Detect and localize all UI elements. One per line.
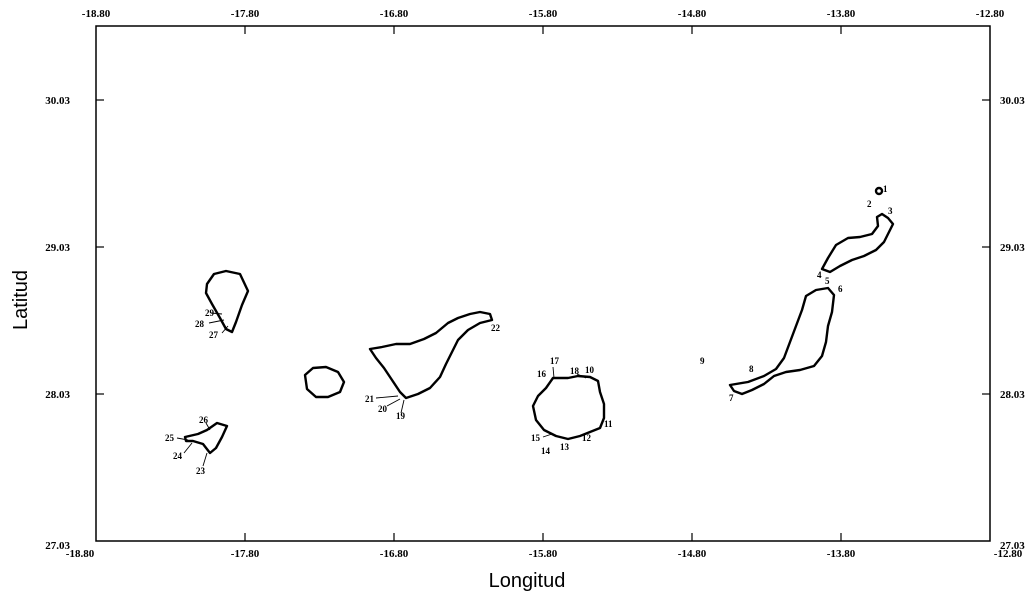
top-tick-label: -13.80 [827, 8, 856, 20]
bottom-tick-label: -16.80 [380, 548, 409, 560]
island-fuerteventura [728, 286, 836, 396]
site-label-1: 1 [883, 184, 888, 194]
site-label-20: 20 [378, 404, 388, 414]
island-el-hierro [183, 421, 229, 455]
site-label-16: 16 [537, 369, 547, 379]
island-tenerife [368, 310, 494, 400]
site-label-23: 23 [196, 466, 206, 476]
site-label-3: 3 [888, 206, 893, 216]
site-label-4: 4 [817, 270, 822, 280]
site-label-28: 28 [195, 319, 205, 329]
site-label-10: 10 [585, 365, 595, 375]
islet-1 [874, 186, 884, 196]
site-label-15: 15 [531, 433, 541, 443]
site-label-25: 25 [165, 433, 175, 443]
top-tick-label: -17.80 [231, 8, 260, 20]
site-label-11: 11 [604, 419, 613, 429]
right-tick-label: 27.03 [1000, 540, 1025, 552]
site-label-21: 21 [365, 394, 375, 404]
right-tick-label: 30.03 [1000, 95, 1025, 107]
top-tick-label: -18.80 [82, 8, 111, 20]
island-la-palma [204, 269, 250, 334]
site-label-8: 8 [749, 364, 754, 374]
site-label-24: 24 [173, 451, 183, 461]
x-axis-title: Longitud [489, 570, 566, 592]
site-label-14: 14 [541, 446, 551, 456]
top-tick-label: -16.80 [380, 8, 409, 20]
top-tick-label: -14.80 [678, 8, 707, 20]
y-axis-title: Latitud [10, 270, 32, 330]
site-label-26: 26 [199, 415, 209, 425]
site-label-19: 19 [396, 411, 406, 421]
site-label-17: 17 [550, 356, 560, 366]
leader-lines [176, 312, 587, 467]
site-label-22: 22 [491, 323, 501, 333]
left-tick-label: 30.03 [45, 95, 70, 107]
island-gran-canaria [531, 374, 606, 441]
site-label-2: 2 [867, 199, 872, 209]
bottom-tick-label: -12.80 [994, 548, 1023, 560]
top-tick-label: -15.80 [529, 8, 558, 20]
site-label-6: 6 [838, 284, 843, 294]
island-lanzarote [820, 212, 895, 274]
top-tick-label: -12.80 [976, 8, 1005, 20]
bottom-tick-label: -18.80 [66, 548, 95, 560]
left-tick-label: 27.03 [45, 540, 70, 552]
island-la-gomera [303, 365, 346, 399]
bottom-tick-label: -13.80 [827, 548, 856, 560]
right-tick-label: 28.03 [1000, 389, 1025, 401]
site-label-29: 29 [205, 308, 215, 318]
right-tick-label: 29.03 [1000, 242, 1025, 254]
plot-frame [95, 25, 991, 542]
site-labels: 1 2 3 4 5 6 7 8 9 10 11 12 13 14 15 16 1… [165, 184, 893, 476]
left-tick-label: 29.03 [45, 242, 70, 254]
left-tick-label: 28.03 [45, 389, 70, 401]
site-label-9: 9 [700, 356, 705, 366]
bottom-tick-label: -14.80 [678, 548, 707, 560]
site-label-27: 27 [209, 330, 219, 340]
tick-marks [96, 26, 990, 541]
site-label-12: 12 [582, 433, 592, 443]
site-label-18: 18 [570, 366, 580, 376]
bottom-tick-label: -15.80 [529, 548, 558, 560]
site-label-13: 13 [560, 442, 570, 452]
site-label-7: 7 [729, 393, 734, 403]
site-label-5: 5 [825, 276, 830, 286]
bottom-tick-label: -17.80 [231, 548, 260, 560]
